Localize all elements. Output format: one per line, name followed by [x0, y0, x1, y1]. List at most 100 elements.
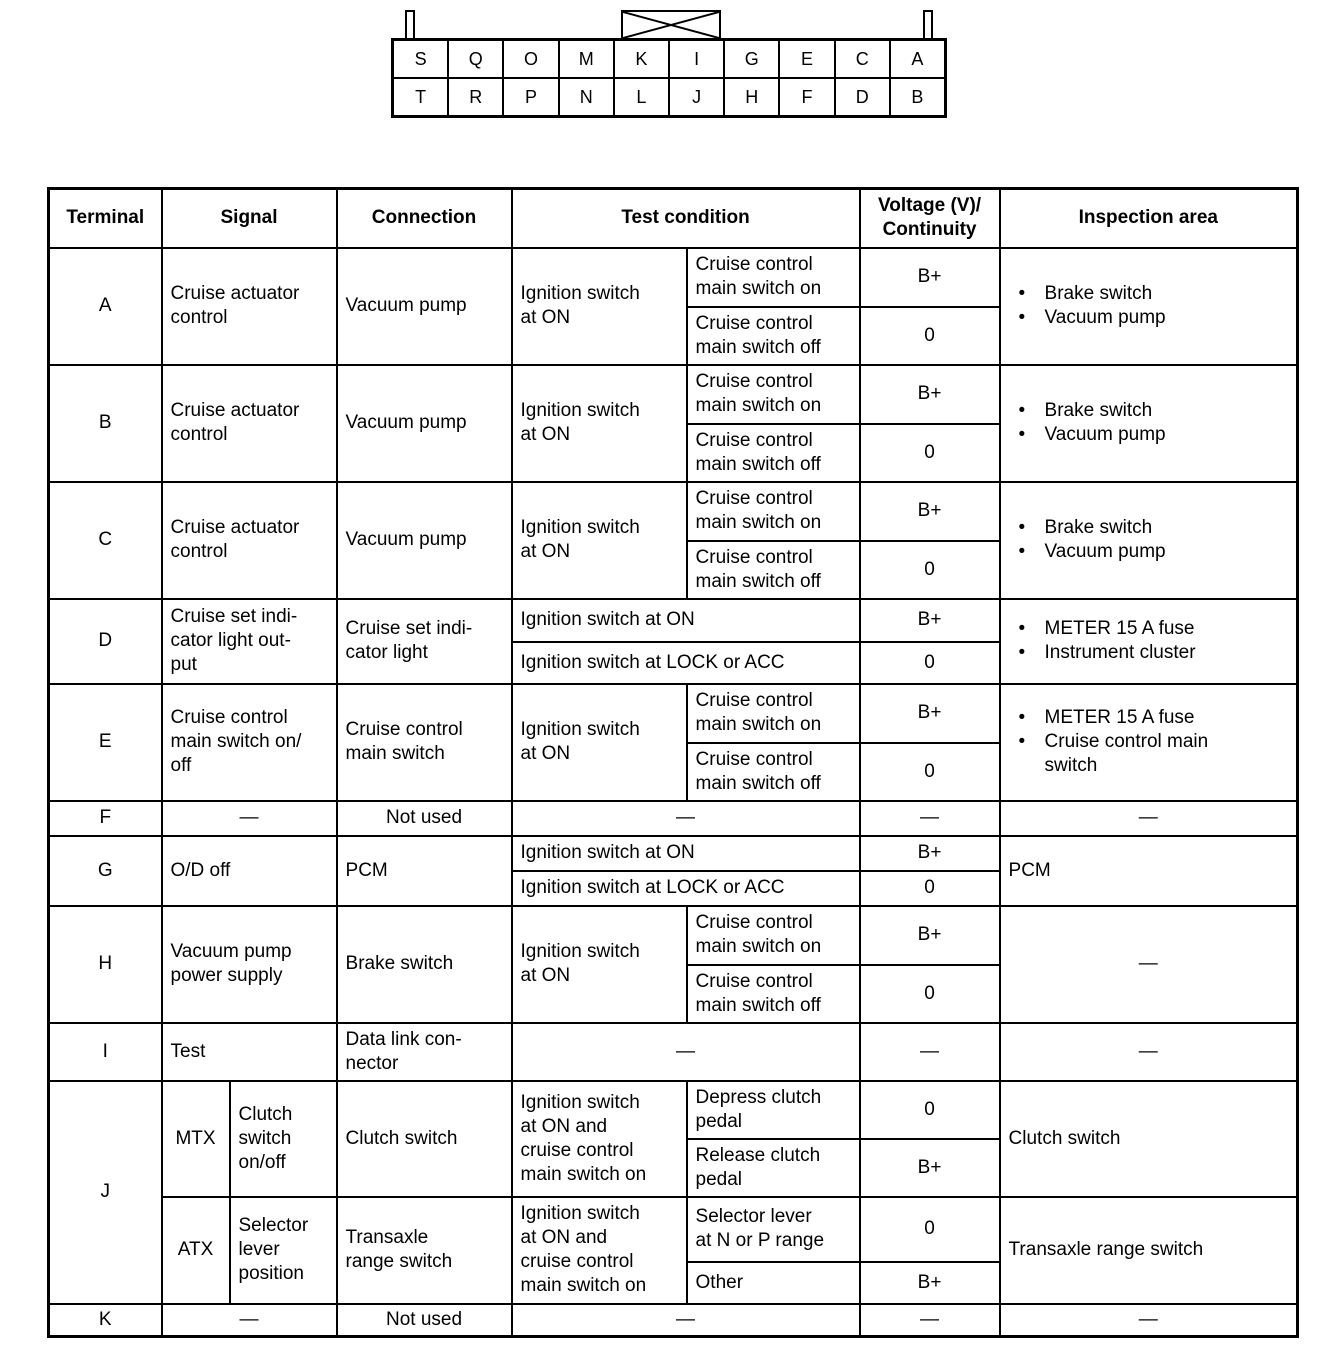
inspection-item: Brake switch [1019, 399, 1289, 423]
voltage-value: B+ [858, 904, 1001, 966]
connection: Cruise set indi- cator light [335, 597, 513, 685]
transmission-type: MTX [160, 1079, 231, 1198]
test-condition: Ignition switch at ON [510, 363, 688, 483]
test-sub-condition: Selector lever at N or P range [685, 1195, 861, 1263]
connection: Brake switch [335, 904, 513, 1024]
signal: — [160, 799, 338, 837]
table-row: E Cruise control main switch on/ off Cruis… [47, 682, 1299, 802]
voltage-value: — [858, 799, 1001, 837]
voltage-value: B+ [858, 1260, 1001, 1305]
test-condition: Ignition switch at ON and cruise control… [510, 1195, 688, 1305]
test-sub-condition: Cruise control main switch on [685, 904, 861, 966]
terminal-id: H [47, 904, 163, 1024]
table-row: D Cruise set indi- cator light out- put Cr… [47, 597, 1299, 685]
test-sub-condition: Ignition switch at ON [510, 597, 861, 643]
header-voltage: Voltage (V)/ Continuity [858, 187, 1001, 249]
inspection-area: METER 15 A fuseInstrument cluster [998, 597, 1299, 685]
voltage-value: B+ [858, 1137, 1001, 1198]
table-row: Ignition switch at LOCK or ACC 0 [49, 640, 1298, 685]
inspection-item: Vacuum pump [1019, 306, 1289, 330]
table-row: H Vacuum pump power supply Brake switch Ign… [47, 904, 1299, 1024]
inspection-area: — [998, 904, 1299, 1024]
terminal-id: I [47, 1021, 163, 1082]
table-row: Cruise control main switch off 0 [49, 539, 1298, 600]
pin-I: I [669, 40, 725, 78]
inspection-area: — [998, 799, 1299, 837]
inspection-list: Brake switchVacuum pump [1009, 282, 1289, 330]
voltage-value: 0 [858, 1079, 1001, 1140]
pin-S: S [393, 40, 449, 78]
signal: Vacuum pump power supply [160, 904, 338, 1024]
pin-E: E [779, 40, 835, 78]
connection: Vacuum pump [335, 246, 513, 366]
pin-Q: Q [448, 40, 504, 78]
header-row: Terminal Signal Connection Test condition Vo… [47, 187, 1299, 249]
pin-F: F [779, 78, 835, 116]
inspection-area: — [998, 1021, 1299, 1082]
inspection-item: Brake switch [1019, 282, 1289, 306]
signal: O/D off [160, 834, 338, 907]
table-row: Release clutch pedal B+ [49, 1137, 1298, 1198]
signal: Test [160, 1021, 338, 1082]
voltage-value: 0 [858, 741, 1001, 802]
terminal-id: C [47, 480, 163, 600]
test-sub-condition: Cruise control main switch on [685, 246, 861, 308]
table-row: I Test Data link con- nector — — — [47, 1021, 1299, 1082]
terminal-id: F [47, 799, 163, 837]
table-row: F — Not used — — — [47, 799, 1299, 837]
table-row: B Cruise actuator control Vacuum pump Ignit… [47, 363, 1299, 483]
inspection-area: Transaxle range switch [998, 1195, 1299, 1305]
terminal-id: B [47, 363, 163, 483]
voltage-value: B+ [858, 246, 1001, 308]
pin-L: L [613, 78, 669, 116]
test-condition: Ignition switch at ON [510, 904, 688, 1024]
table-row: Cruise control main switch off 0 [49, 305, 1298, 366]
inspection-list: Brake switchVacuum pump [1009, 516, 1289, 564]
test-sub-condition: — [510, 1021, 861, 1082]
inspection-item: METER 15 A fuse [1019, 706, 1289, 730]
inspection-area: Brake switchVacuum pump [998, 480, 1299, 600]
inspection-list: METER 15 A fuseInstrument cluster [1009, 617, 1289, 665]
test-sub-condition: — [510, 799, 861, 837]
test-sub-condition: Depress clutch pedal [685, 1079, 861, 1140]
test-sub-condition: Release clutch pedal [685, 1137, 861, 1198]
connection: Clutch switch [335, 1079, 513, 1198]
header-signal: Signal [160, 187, 338, 249]
inspection-area: METER 15 A fuseCruise control main switc… [998, 682, 1299, 802]
pin-O: O [503, 40, 559, 78]
table-row: J MTX Clutch switch on/off Clutch switch Ign… [47, 1079, 1299, 1305]
inspection-area: — [998, 1302, 1299, 1338]
pin-N: N [558, 78, 614, 116]
test-condition: Ignition switch at ON [510, 480, 688, 600]
header-test-condition: Test condition [510, 187, 861, 249]
inspection-area: PCM [998, 834, 1299, 907]
pin-C: C [834, 40, 890, 78]
test-condition: Ignition switch at ON [510, 682, 688, 802]
test-sub-condition: Cruise control main switch off [685, 305, 861, 366]
connector-tab-right [923, 10, 933, 40]
terminal-id: A [47, 246, 163, 366]
test-sub-condition: Ignition switch at LOCK or ACC [510, 869, 861, 907]
signal: Cruise actuator control [160, 246, 338, 366]
voltage-value: 0 [858, 640, 1001, 685]
pin-J: J [669, 78, 725, 116]
test-sub-condition: Cruise control main switch off [685, 539, 861, 600]
voltage-value: 0 [858, 539, 1001, 600]
pin-R: R [448, 78, 504, 116]
test-sub-condition: Cruise control main switch off [685, 963, 861, 1024]
signal: Cruise set indi- cator light out- put [160, 597, 338, 685]
inspection-area: Brake switchVacuum pump [998, 363, 1299, 483]
inspection-item: Cruise control main switch [1019, 730, 1289, 778]
transmission-type: ATX [160, 1195, 231, 1305]
pin-A: A [889, 40, 945, 78]
terminal-id: J [47, 1079, 163, 1305]
voltage-value: 0 [858, 963, 1001, 1024]
table-row: G O/D off PCM Ignition switch at ON B+ PCM [47, 834, 1299, 907]
connection: PCM [335, 834, 513, 907]
pin-H: H [724, 78, 780, 116]
voltage-value: 0 [858, 1195, 1001, 1263]
voltage-value: 0 [858, 422, 1001, 483]
inspection-list: METER 15 A fuseCruise control main switc… [1009, 706, 1289, 778]
